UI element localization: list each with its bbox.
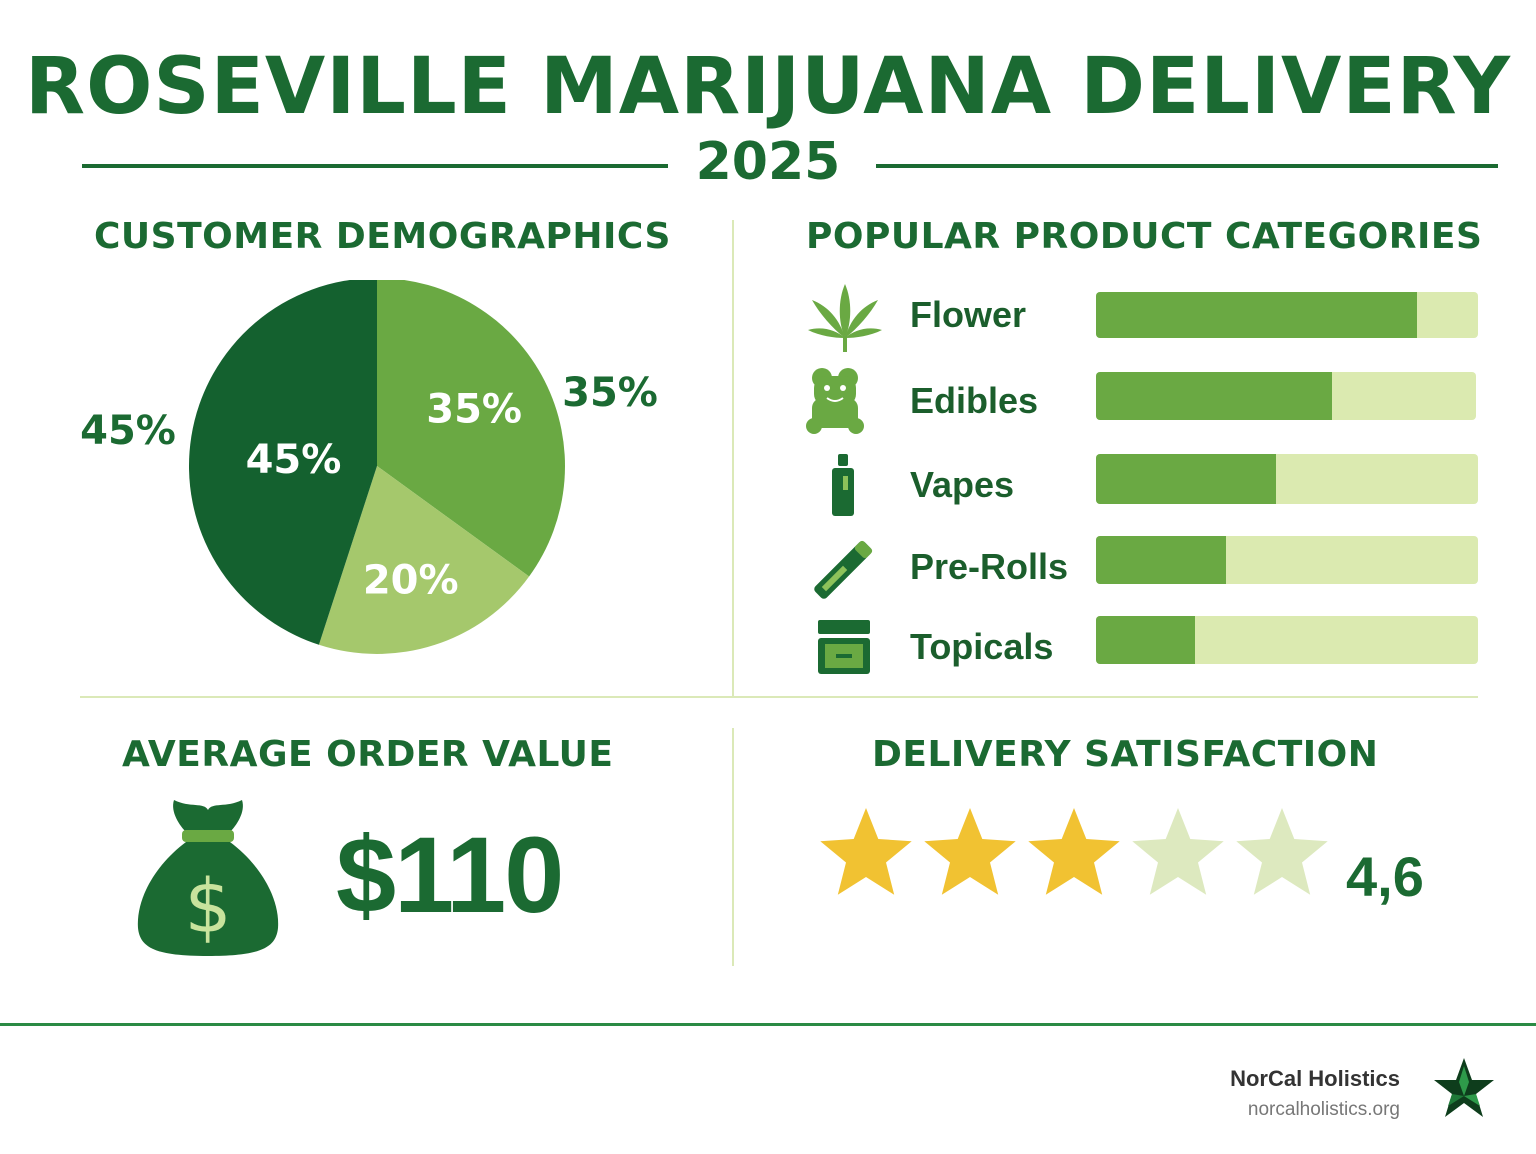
bar-edibles bbox=[1096, 372, 1332, 420]
category-label-pre-rolls: Pre-Rolls bbox=[910, 546, 1069, 587]
categories-bar-chart: Flower Edibles Vapes bbox=[800, 270, 1500, 690]
bar-vapes bbox=[1096, 454, 1276, 504]
satisfaction-title: DELIVERY SATISFACTION bbox=[872, 734, 1379, 775]
pre-roll-icon bbox=[806, 536, 880, 604]
star-logo-icon bbox=[1432, 1056, 1496, 1120]
bar-topicals bbox=[1096, 616, 1196, 664]
pie-outer-label-35: 35% bbox=[562, 370, 658, 416]
star-filled-icon-1 bbox=[820, 808, 912, 895]
pie-slice-45 bbox=[189, 280, 377, 645]
category-label-flower: Flower bbox=[910, 294, 1027, 335]
categories-title: POPULAR PRODUCT CATEGORIES bbox=[806, 216, 1483, 257]
title-rule-right bbox=[876, 164, 1498, 168]
demographics-pie-chart: 45% 35% 20% 45% 35% bbox=[80, 280, 658, 654]
cannabis-leaf-icon bbox=[800, 278, 890, 358]
demographics-title: CUSTOMER DEMOGRAPHICS bbox=[94, 216, 671, 257]
star-empty-icon-4 bbox=[1132, 808, 1224, 895]
category-label-vapes: Vapes bbox=[910, 464, 1015, 505]
divider-horizontal bbox=[80, 696, 1478, 698]
stars-graphic bbox=[820, 808, 1328, 895]
brand-name: NorCal Holistics bbox=[1230, 1066, 1400, 1091]
star-filled-icon-2 bbox=[924, 808, 1016, 895]
divider-vertical-bottom bbox=[732, 728, 734, 966]
footer-rule bbox=[0, 1023, 1536, 1026]
category-label-topicals: Topicals bbox=[910, 626, 1054, 667]
pie-outer-label-45: 45% bbox=[80, 408, 176, 454]
pie-slice-35 bbox=[377, 280, 565, 577]
bar-track-pre-rolls bbox=[1096, 536, 1478, 584]
bar-track-topicals bbox=[1096, 616, 1478, 664]
topical-jar-icon bbox=[816, 618, 872, 676]
star-empty-icon-5 bbox=[1236, 808, 1328, 895]
rating-stars bbox=[816, 806, 1336, 902]
pie-label-35: 35% bbox=[426, 386, 522, 432]
money-bag-icon: $ bbox=[134, 796, 282, 958]
pie-label-20: 20% bbox=[363, 558, 459, 604]
bar-track-edibles bbox=[1096, 372, 1476, 420]
pie-label-45: 45% bbox=[246, 437, 342, 483]
vape-pen-icon bbox=[828, 452, 858, 518]
pie-slice-20 bbox=[318, 466, 530, 654]
star-filled-icon-3 bbox=[1028, 808, 1120, 895]
bar-track-flower bbox=[1096, 292, 1478, 338]
bar-flower bbox=[1096, 292, 1417, 338]
average-order-value: $110 bbox=[336, 814, 564, 935]
bar-pre-rolls bbox=[1096, 536, 1226, 584]
divider-vertical-top bbox=[732, 220, 734, 696]
gummy-bear-icon bbox=[800, 362, 870, 438]
svg-text:$: $ bbox=[184, 864, 231, 950]
bar-track-vapes bbox=[1096, 454, 1478, 504]
page-title: ROSEVILLE MARIJUANA DELIVERY bbox=[25, 42, 1511, 132]
brand-url: norcalholistics.org bbox=[1247, 1099, 1400, 1120]
category-label-edibles: Edibles bbox=[910, 380, 1039, 421]
year-label: 2025 bbox=[695, 132, 841, 192]
rating-value: 4,6 bbox=[1346, 845, 1424, 908]
order-value-title: AVERAGE ORDER VALUE bbox=[122, 734, 614, 775]
title-rule-left bbox=[82, 164, 668, 168]
